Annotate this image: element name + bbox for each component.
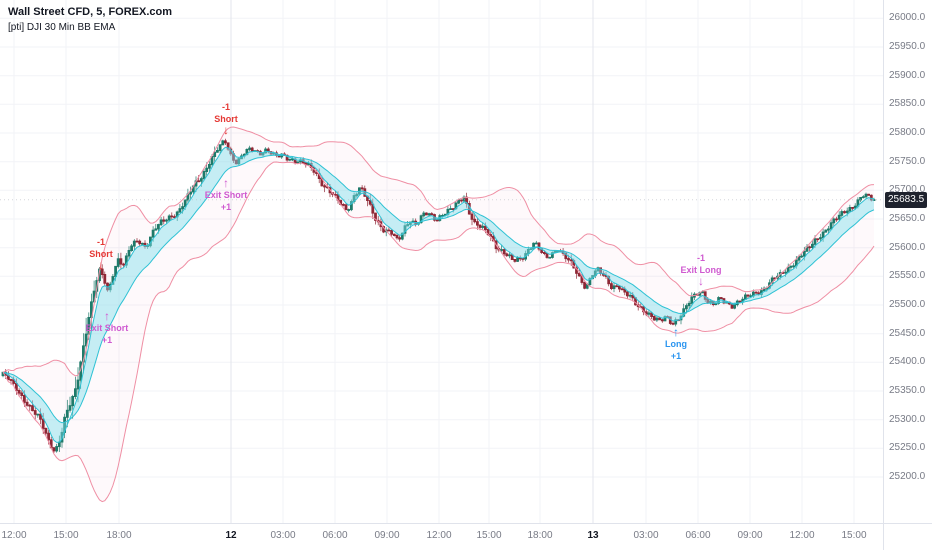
time-axis-label: 15:00 [841, 530, 867, 541]
time-axis-label: 06:00 [685, 530, 711, 541]
bollinger-band-fill [3, 127, 874, 502]
time-axis-label: 15:00 [476, 530, 502, 541]
candles-down [4, 138, 873, 453]
time-axis-label: 15:00 [53, 530, 79, 541]
price-axis-label: 25850.0 [889, 98, 926, 110]
price-axis-label: 25500.0 [889, 298, 926, 310]
price-axis-label: 25400.0 [889, 356, 926, 368]
time-axis-label: 09:00 [374, 530, 400, 541]
price-axis-label: 25700.0 [889, 184, 926, 196]
time-axis-label: 09:00 [737, 530, 763, 541]
candlestick-chart-area[interactable]: -1 Short ↓ ↑ Exit Short +1 -1 Short ↓ ↑ Exit Short… [0, 0, 884, 524]
indicator-title[interactable]: [pti] DJI 30 Min BB EMA [8, 22, 116, 33]
grid-lines [0, 0, 884, 524]
candles-up [1, 139, 876, 453]
price-axis-label: 25300.0 [889, 413, 926, 425]
price-axis-label: 25600.0 [889, 241, 926, 253]
price-axis-label: 25800.0 [889, 127, 926, 138]
bollinger-upper-line [2, 126, 875, 377]
ema-slow-line [2, 154, 875, 424]
chart-legend: Wall Street CFD, 5, FOREX.com [pti] DJI … [8, 6, 172, 33]
axis-corner [883, 523, 932, 550]
price-axis[interactable]: 25683.5 26000.0 25950.0 25900.0 25850.0 2580… [883, 0, 932, 524]
time-axis-label: 12:00 [1, 530, 27, 541]
time-axis-label: 03:00 [633, 530, 659, 541]
time-axis-label: 12:00 [426, 530, 452, 541]
price-axis-label: 25350.0 [889, 384, 926, 396]
price-axis-label: 25450.0 [889, 327, 926, 339]
time-axis-label: 18:00 [106, 530, 132, 541]
price-axis-label: 25900.0 [889, 69, 926, 81]
price-axis-label: 25650.0 [889, 213, 926, 224]
time-axis-label: 03:00 [270, 530, 296, 541]
price-axis-label: 26000.0 [889, 12, 926, 24]
symbol-title[interactable]: Wall Street CFD, 5, FOREX.com [8, 6, 173, 18]
price-axis-label: 25550.0 [889, 270, 926, 282]
time-axis-label: 12:00 [789, 530, 815, 541]
time-axis-label: 13 [587, 530, 599, 541]
price-axis-label: 25200.0 [889, 470, 926, 482]
time-axis-label: 06:00 [322, 530, 348, 541]
price-axis-label: 25950.0 [889, 41, 926, 52]
last-price-badge: 25683.5 [885, 191, 928, 208]
time-axis-label: 18:00 [527, 530, 553, 541]
time-axis-label: 12 [225, 530, 237, 541]
candlestick-chart[interactable] [0, 0, 884, 524]
time-axis[interactable]: 12:00 15:00 18:00 12 03:00 06:00 09:00 12:00 15:… [0, 523, 884, 550]
price-axis-label: 25750.0 [889, 155, 926, 167]
price-axis-label: 25250.0 [889, 442, 926, 454]
bollinger-lower-line [2, 161, 875, 503]
